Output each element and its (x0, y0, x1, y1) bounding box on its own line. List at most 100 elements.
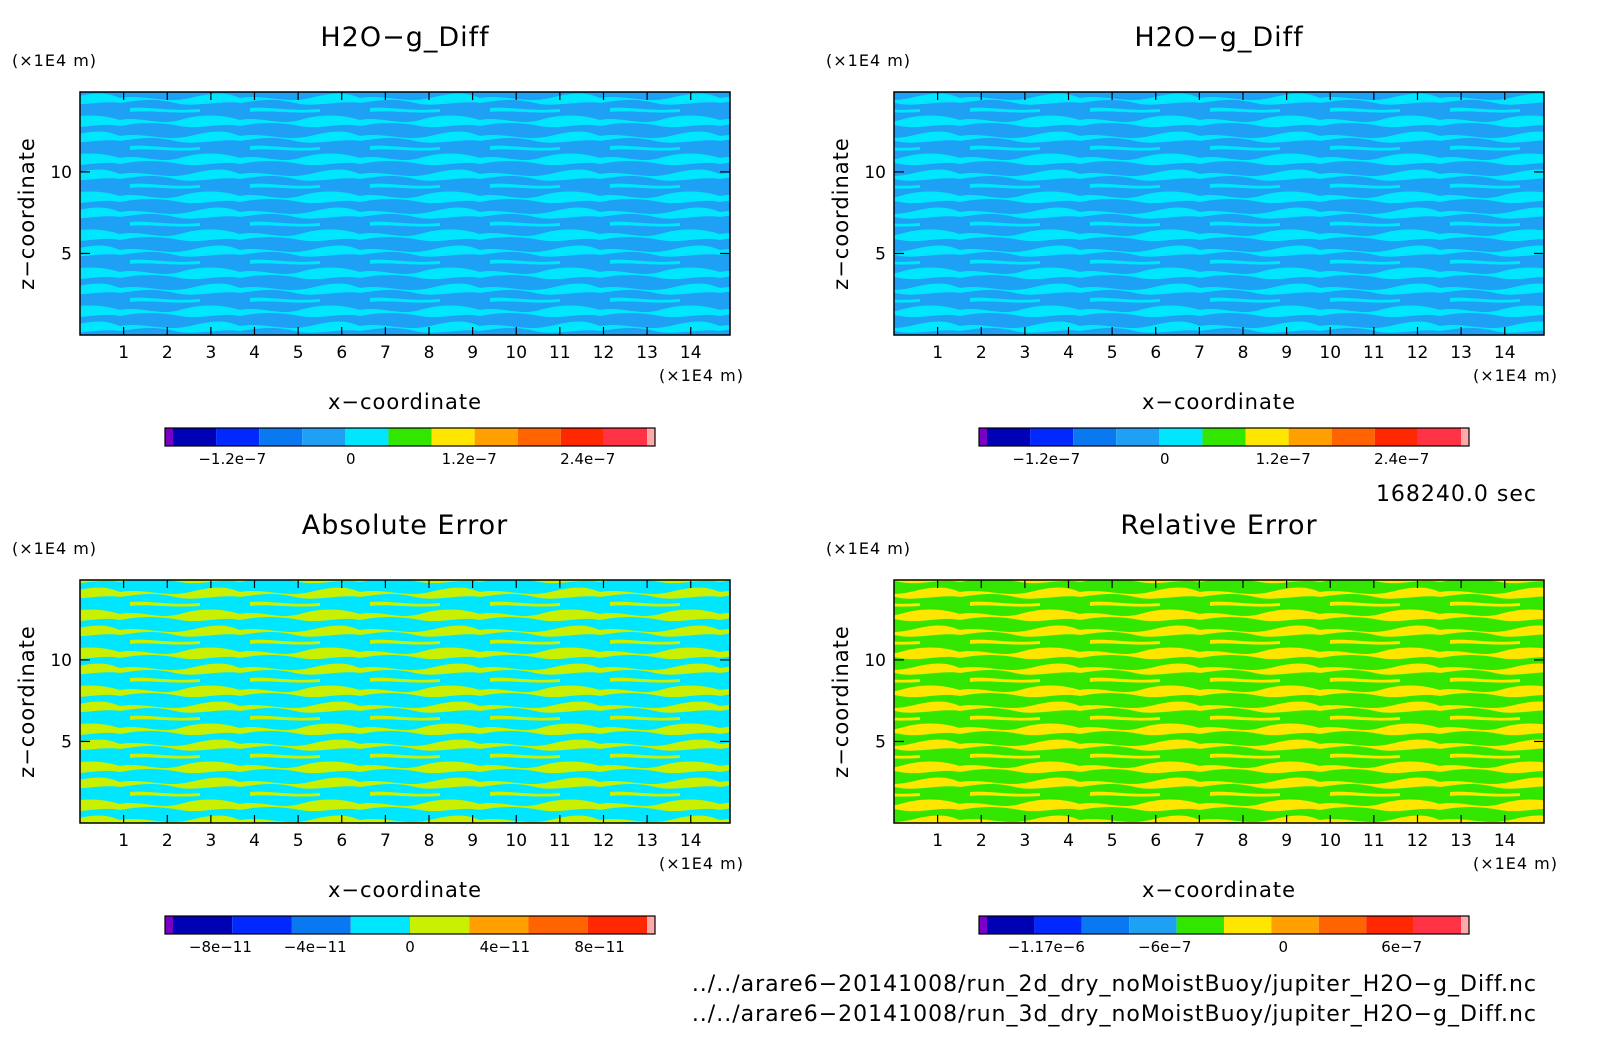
colorbar-swatch (1331, 428, 1375, 446)
x-tick-label: 12 (1407, 343, 1429, 363)
x-tick-label: 14 (1494, 343, 1516, 363)
colorbar-swatch (987, 428, 1031, 446)
x-tick-label: 4 (1063, 831, 1074, 851)
x-tick-label: 2 (162, 343, 173, 363)
x-axis-label: x−coordinate (328, 878, 482, 902)
colorbar-swatch (603, 428, 647, 446)
plot-frame (79, 579, 731, 824)
colorbar-swatch (517, 428, 561, 446)
x-tick-label: 13 (1450, 831, 1472, 851)
y-tick-label: 5 (61, 244, 72, 264)
colorbar-swatch (350, 916, 410, 934)
colorbar-frame (978, 427, 1470, 447)
x-tick-label: 2 (162, 831, 173, 851)
x-tick-label: 5 (1107, 343, 1118, 363)
x-tick-label: 5 (293, 831, 304, 851)
colorbar-swatch (587, 916, 647, 934)
x-tick-label: 5 (1107, 831, 1118, 851)
colorbar: −1.17e−6 −6e−7 0 6e−7 (978, 915, 1470, 956)
x-tick-label: 2 (976, 343, 987, 363)
x-tick-label: 10 (1319, 343, 1341, 363)
colorbar-frame (164, 915, 656, 935)
x-tick-label: 7 (380, 831, 391, 851)
colorbar-label: 2.4e−7 (1374, 450, 1429, 468)
colorbar-swatch (560, 428, 604, 446)
x-tick-label: 7 (1194, 831, 1205, 851)
colorbar-swatch (1366, 916, 1414, 934)
colorbar-swatch (1374, 428, 1418, 446)
colorbar-label: 0 (1160, 450, 1170, 468)
x-tick-label: 8 (1238, 343, 1249, 363)
colorbar-swatch (232, 916, 292, 934)
x-tick-label: 1 (932, 831, 943, 851)
y-axis-label: z−coordinate (829, 625, 853, 778)
x-tick-label: 5 (293, 343, 304, 363)
y-tick-label: 10 (864, 651, 886, 671)
x-tick-label: 11 (1363, 343, 1385, 363)
x-tick-label: 4 (1063, 343, 1074, 363)
colorbar-swatch (173, 916, 233, 934)
x-tick-label: 10 (505, 343, 527, 363)
colorbar-swatch (1245, 428, 1289, 446)
colorbar-label: 2.4e−7 (560, 450, 615, 468)
x-tick-label: 13 (636, 831, 658, 851)
colorbar: −1.2e−7 0 1.2e−7 2.4e−7 (164, 427, 656, 468)
heatmap-field (80, 580, 730, 823)
x-tick-label: 1 (932, 343, 943, 363)
colorbar-swatch (979, 428, 987, 446)
colorbar-swatch (1034, 916, 1082, 934)
file-path-2: ../../arare6−20141008/run_3d_dry_noMoist… (692, 1002, 1537, 1027)
x-tick-label: 7 (380, 343, 391, 363)
colorbar-swatch (216, 428, 260, 446)
x-tick-label: 3 (1019, 831, 1030, 851)
y-tick-label: 5 (61, 732, 72, 752)
y-axis-label: z−coordinate (15, 137, 39, 290)
x-tick-label: 10 (505, 831, 527, 851)
x-tick-label: 13 (636, 343, 658, 363)
colorbar: −1.2e−7 0 1.2e−7 2.4e−7 (978, 427, 1470, 468)
colorbar-swatch (259, 428, 303, 446)
x-tick-label: 11 (1363, 831, 1385, 851)
x-tick-label: 8 (424, 343, 435, 363)
y-axis-label: z−coordinate (15, 625, 39, 778)
x-tick-label: 1 (118, 831, 129, 851)
x-axis-label: x−coordinate (328, 390, 482, 414)
y-tick-label: 10 (50, 163, 72, 183)
x-tick-label: 4 (249, 343, 260, 363)
colorbar-label: −1.17e−6 (1008, 938, 1085, 956)
heatmap-field (894, 580, 1544, 823)
colorbar-swatch (1461, 428, 1469, 446)
x-tick-label: 3 (205, 343, 216, 363)
y-tick-label: 5 (875, 732, 886, 752)
colorbar-swatch (165, 916, 173, 934)
colorbar-label: −4e−11 (284, 938, 347, 956)
colorbar-swatch (1073, 428, 1117, 446)
colorbar-swatch (165, 428, 173, 446)
x-tick-label: 14 (680, 343, 702, 363)
y-unit-label: (×1E4 m) (12, 539, 97, 558)
x-tick-label: 9 (467, 343, 478, 363)
x-tick-label: 14 (680, 831, 702, 851)
colorbar-label: 8e−11 (574, 938, 624, 956)
y-tick-label: 10 (50, 651, 72, 671)
x-unit-label: (×1E4 m) (659, 366, 744, 385)
colorbar-swatch (410, 916, 470, 934)
x-tick-label: 3 (205, 831, 216, 851)
time-label: 168240.0 sec (1376, 482, 1537, 507)
x-tick-label: 6 (1150, 343, 1161, 363)
colorbar-label: 0 (1278, 938, 1288, 956)
colorbar-frame (978, 915, 1470, 935)
colorbar-swatch (1461, 916, 1469, 934)
y-axis-label: z−coordinate (829, 137, 853, 290)
colorbar-label: −6e−7 (1138, 938, 1191, 956)
colorbar-label: 1.2e−7 (442, 450, 497, 468)
colorbar-label: −1.2e−7 (1012, 450, 1080, 468)
x-unit-label: (×1E4 m) (1473, 854, 1558, 873)
colorbar-label: 0 (405, 938, 415, 956)
colorbar-swatch (1413, 916, 1461, 934)
colorbar-swatch (345, 428, 389, 446)
